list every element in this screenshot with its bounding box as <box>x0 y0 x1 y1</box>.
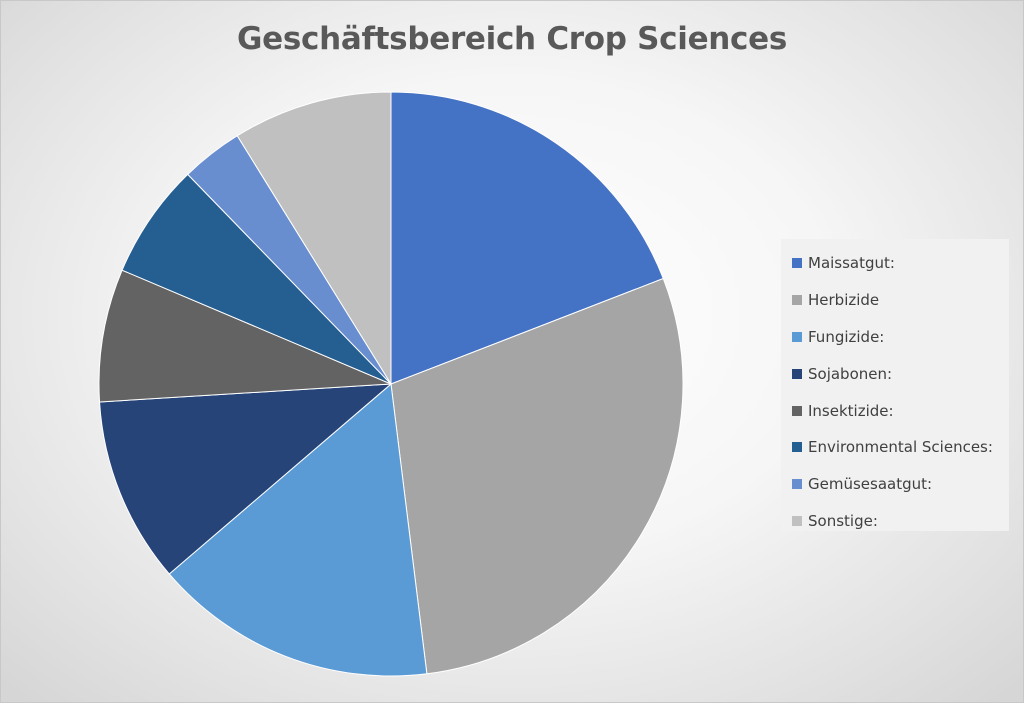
pie-slice <box>390 277 684 675</box>
legend-swatch <box>792 331 802 342</box>
legend-label: Gemüsesaatgut: <box>808 475 933 494</box>
legend-item: Herbizide <box>781 282 1009 319</box>
legend-swatch <box>792 258 802 269</box>
legend-item: Fungizide: <box>781 319 1009 356</box>
legend-item: Sonstige: <box>781 503 1009 540</box>
legend-item: Environmental Sciences: <box>781 429 1009 466</box>
legend-item: Insektizide: <box>781 392 1009 429</box>
legend-label: Sonstige: <box>808 511 878 530</box>
pie-slice <box>168 383 428 677</box>
legend-item: Sojabonen: <box>781 355 1009 392</box>
chart-legend: Maissatgut: Herbizide Fungizide: Sojabon… <box>781 239 1009 531</box>
legend-label: Fungizide: <box>808 327 885 346</box>
legend-item: Gemüsesaatgut: <box>781 466 1009 503</box>
chart-title: Geschäftsbereich Crop Sciences <box>236 21 788 57</box>
legend-label: Maissatgut: <box>808 254 895 273</box>
legend-label: Environmental Sciences: <box>808 438 993 457</box>
legend-swatch <box>792 515 802 526</box>
pie-slice <box>390 91 664 385</box>
legend-swatch <box>792 442 802 453</box>
legend-item: Maissatgut: <box>781 245 1009 282</box>
pie-slice <box>99 383 393 575</box>
pie-slice <box>121 173 392 385</box>
legend-swatch <box>792 295 802 306</box>
legend-swatch <box>792 479 802 490</box>
legend-label: Insektizide: <box>808 401 894 420</box>
pie-slice <box>236 91 392 386</box>
legend-swatch <box>792 368 802 379</box>
legend-label: Herbizide <box>808 291 880 310</box>
pie-slice <box>98 269 392 403</box>
legend-label: Sojabonen: <box>808 364 893 383</box>
legend-swatch <box>792 405 802 416</box>
